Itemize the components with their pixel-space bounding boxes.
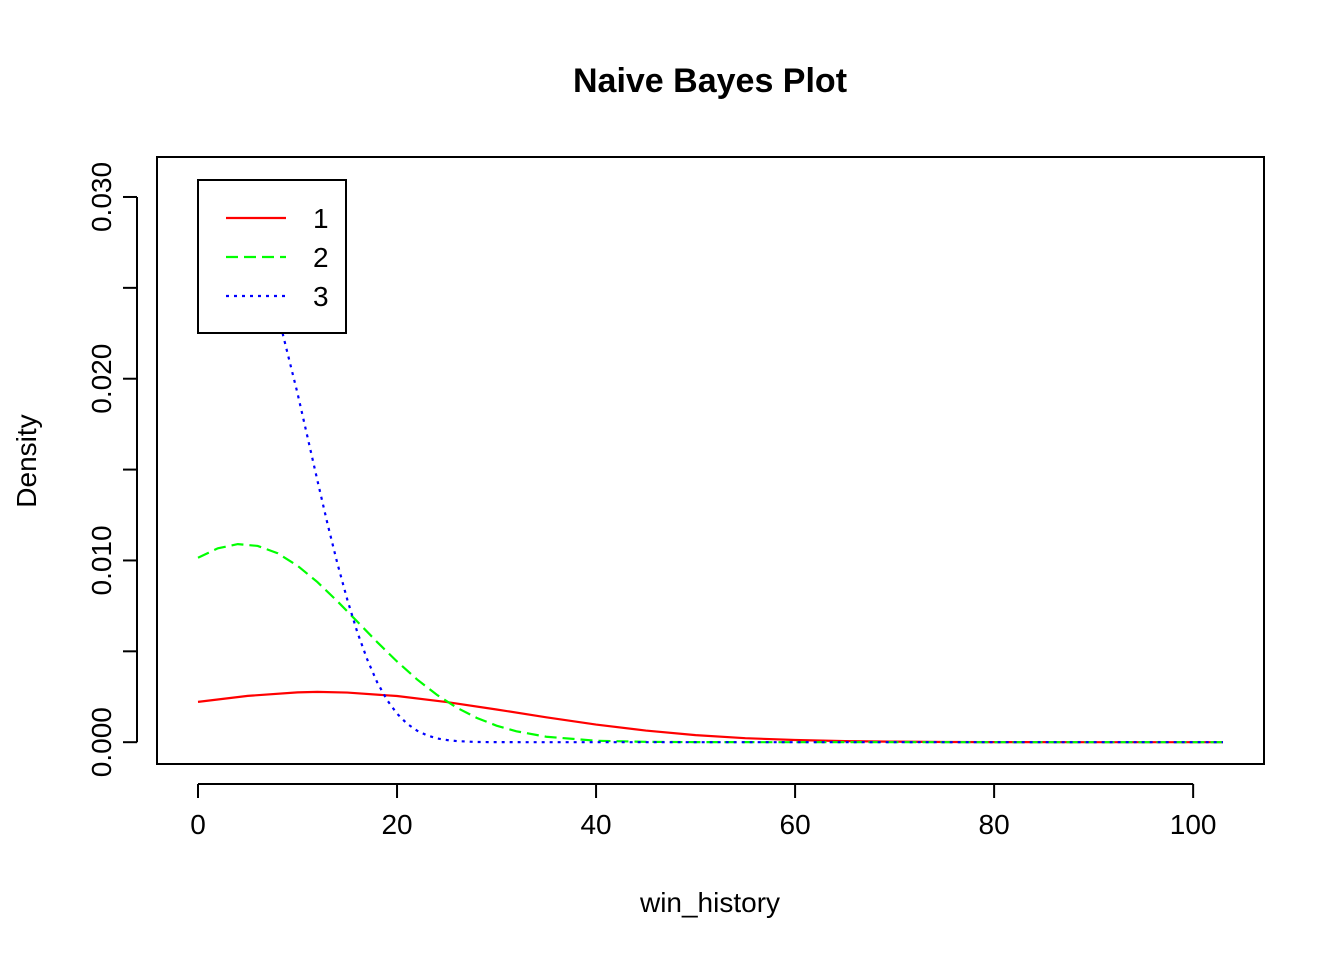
y-tick-label: 0.020 xyxy=(86,344,117,414)
x-tick-label: 40 xyxy=(580,809,611,840)
y-axis: 0.000 0.010 0.020 0.030 xyxy=(86,162,138,777)
x-tick-label: 80 xyxy=(979,809,1010,840)
x-axis: 0 20 40 60 80 100 xyxy=(190,783,1217,840)
series-layer xyxy=(197,333,1224,744)
legend-label-1: 1 xyxy=(313,203,329,234)
y-tick-label: 0.000 xyxy=(86,707,117,777)
legend-label-2: 2 xyxy=(313,242,329,273)
x-tick-label: 60 xyxy=(780,809,811,840)
x-tick-label: 0 xyxy=(190,809,206,840)
legend: 1 2 3 xyxy=(197,179,347,334)
y-tick-label: 0.030 xyxy=(86,162,117,232)
legend-label-3: 3 xyxy=(313,281,329,312)
series-3-line xyxy=(281,333,1223,744)
x-tick-label: 100 xyxy=(1170,809,1217,840)
plot-frame xyxy=(156,156,1265,765)
y-tick-label: 0.010 xyxy=(86,525,117,595)
y-axis-label: Density xyxy=(11,414,42,507)
series-1-line xyxy=(197,690,1224,744)
series-2-line xyxy=(197,542,1223,744)
x-tick-label: 20 xyxy=(381,809,412,840)
x-axis-label: win_history xyxy=(639,887,780,918)
chart-title: Naive Bayes Plot xyxy=(573,62,847,100)
